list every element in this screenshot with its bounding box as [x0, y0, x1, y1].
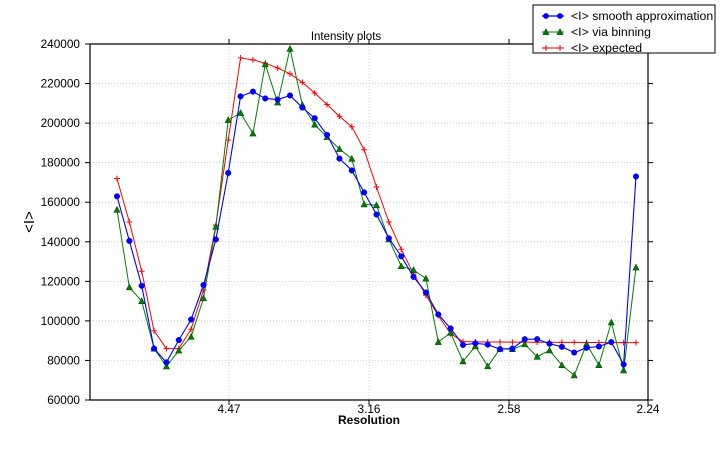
svg-text:240000: 240000 — [41, 37, 81, 51]
svg-text:60000: 60000 — [47, 393, 80, 407]
svg-text:<I> via binning: <I> via binning — [571, 25, 651, 39]
svg-text:2.24: 2.24 — [637, 402, 660, 416]
svg-text:<I>: <I> — [21, 211, 38, 233]
svg-text:100000: 100000 — [41, 314, 81, 328]
svg-text:4.47: 4.47 — [218, 402, 241, 416]
svg-text:220000: 220000 — [41, 77, 81, 91]
svg-text:160000: 160000 — [41, 195, 81, 209]
svg-text:<I> smooth approximation: <I> smooth approximation — [571, 9, 713, 23]
svg-text:120000: 120000 — [41, 274, 81, 288]
svg-text:2.58: 2.58 — [498, 402, 521, 416]
svg-text:Intensity plots: Intensity plots — [311, 31, 382, 43]
svg-text:180000: 180000 — [41, 156, 81, 170]
svg-text:200000: 200000 — [41, 116, 81, 130]
svg-text:Resolution: Resolution — [338, 413, 400, 427]
svg-text:140000: 140000 — [41, 235, 81, 249]
svg-text:<I> expected: <I> expected — [571, 41, 642, 55]
svg-text:80000: 80000 — [47, 353, 80, 367]
